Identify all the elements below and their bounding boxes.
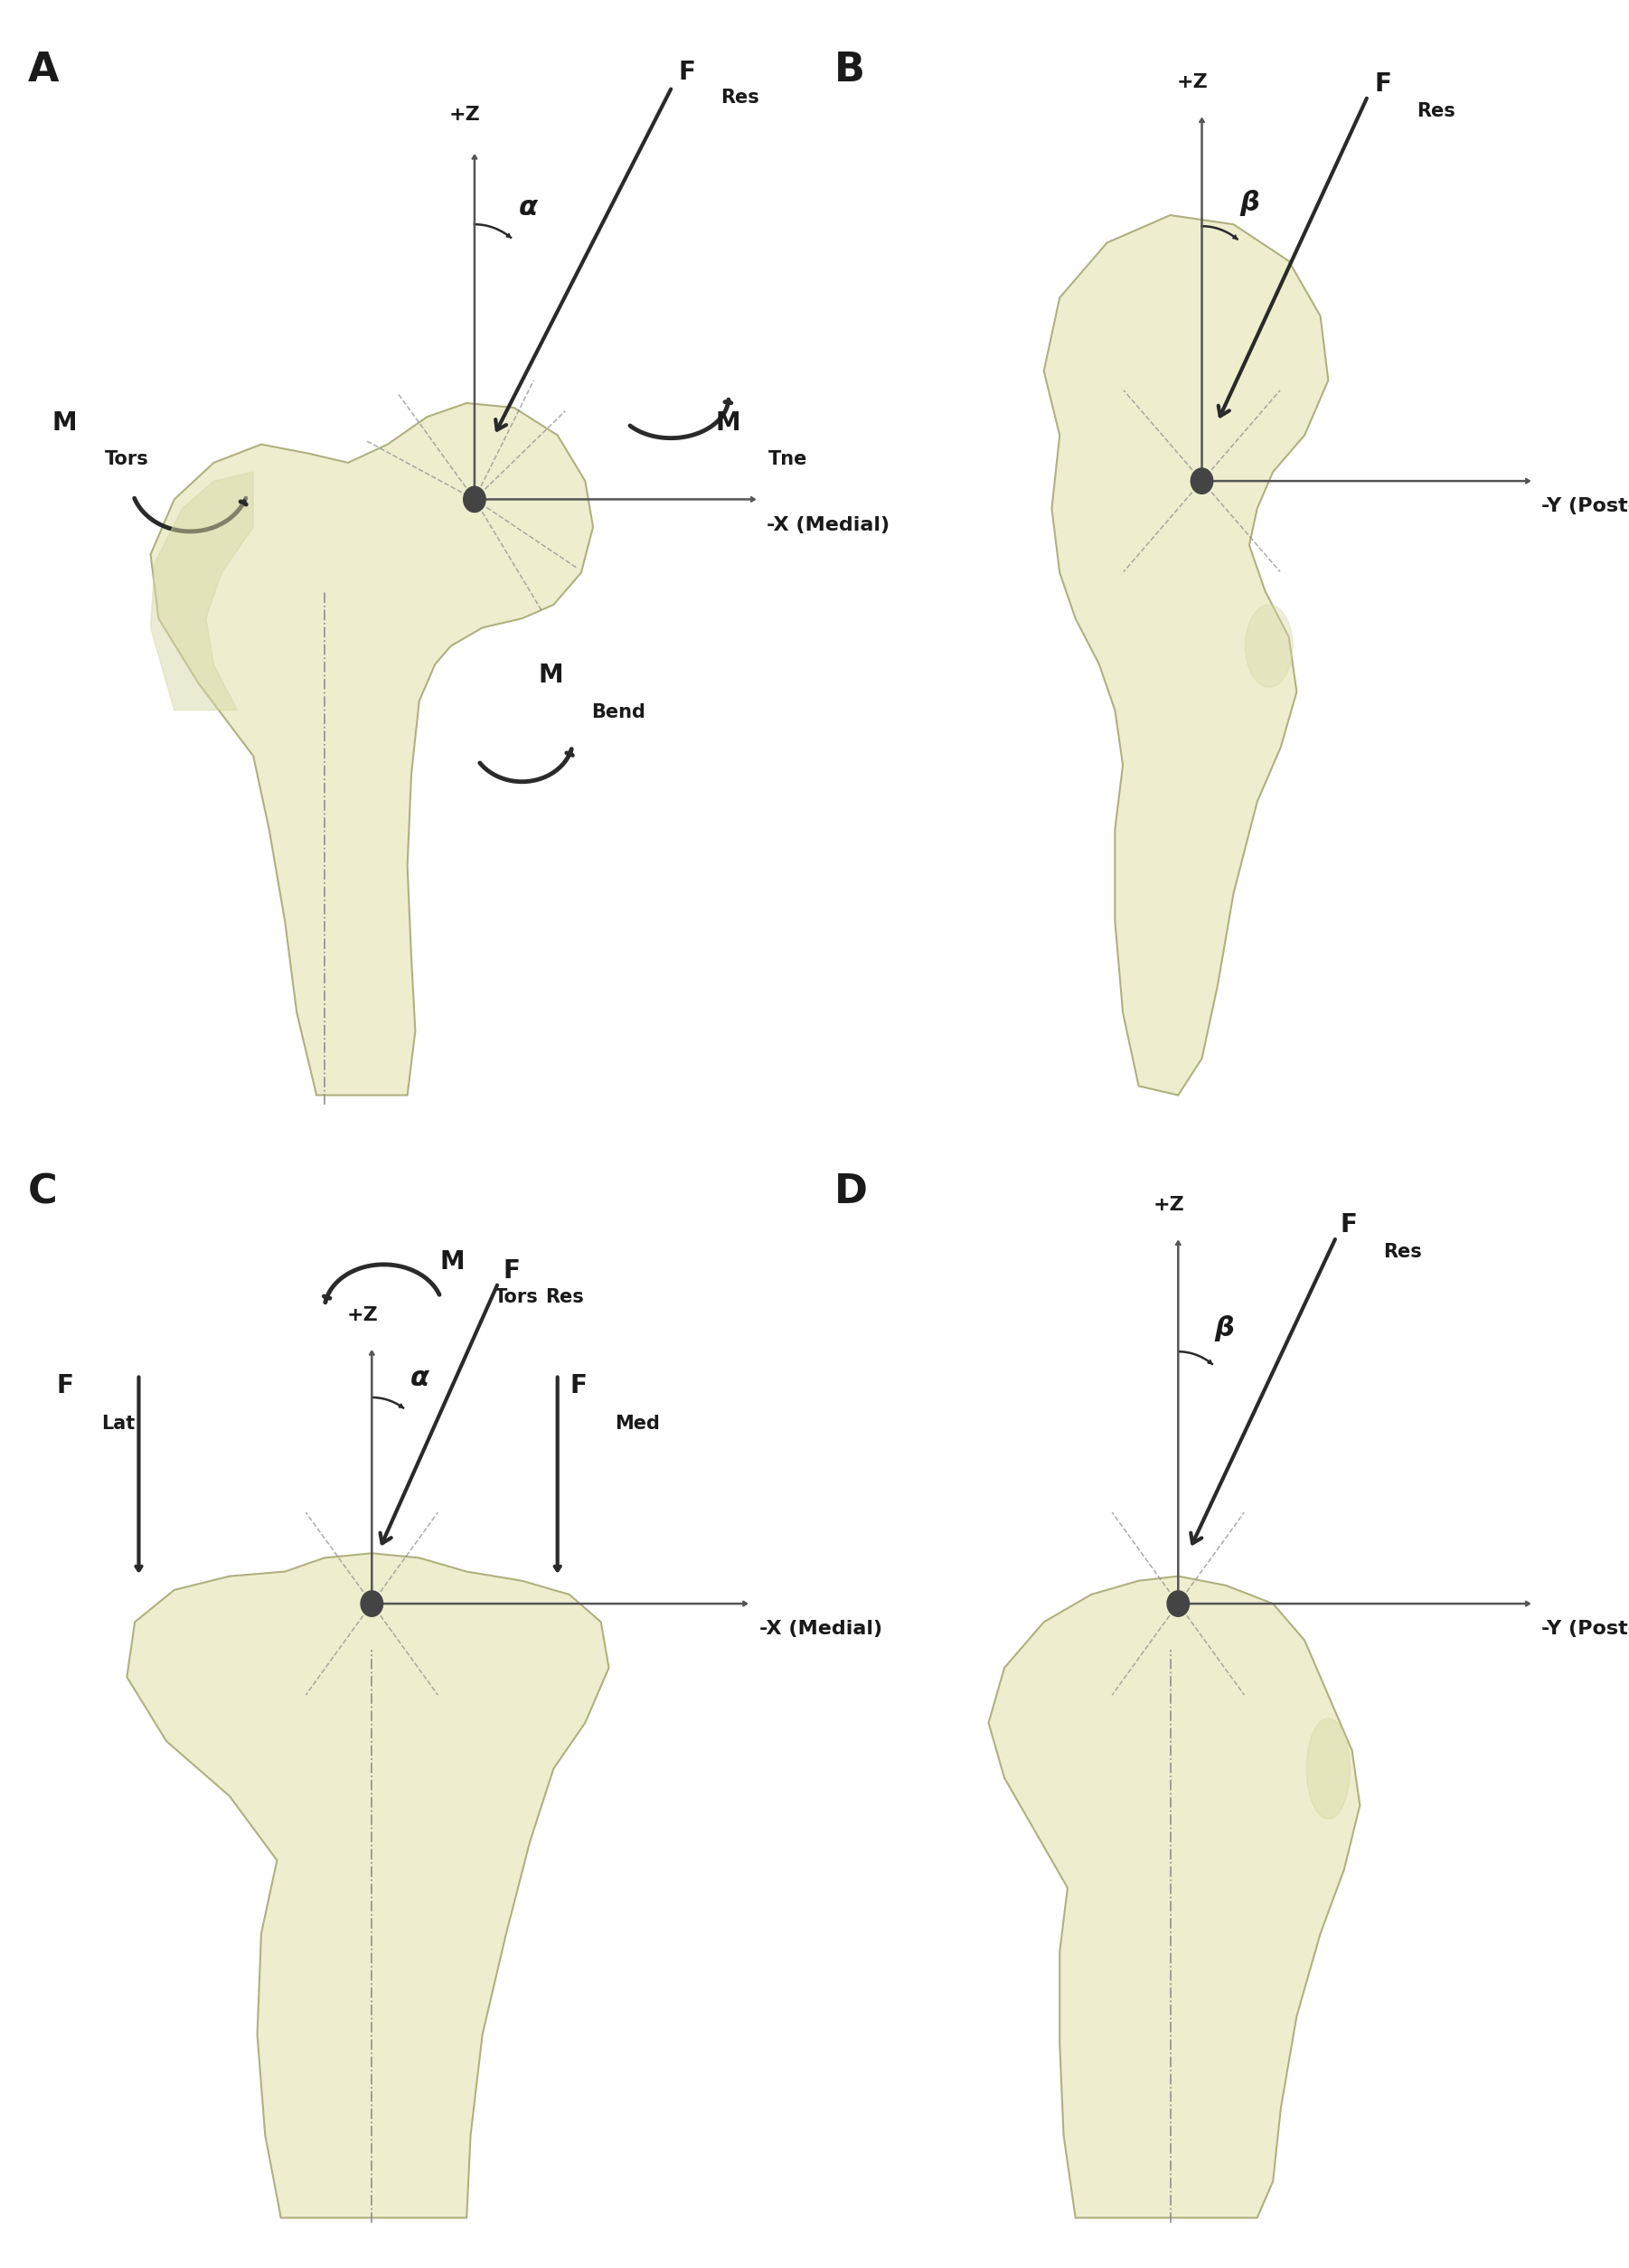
Ellipse shape: [285, 1594, 459, 1631]
Text: $\mathbf{M}$: $\mathbf{M}$: [538, 662, 562, 687]
Circle shape: [464, 488, 485, 513]
Text: $\mathbf{F}$: $\mathbf{F}$: [502, 1259, 520, 1284]
Polygon shape: [989, 1576, 1360, 2218]
Text: $\mathbf{M}$: $\mathbf{M}$: [52, 411, 77, 435]
Circle shape: [1191, 467, 1214, 494]
Polygon shape: [127, 1554, 609, 2218]
Text: $\mathbf{M}$: $\mathbf{M}$: [715, 411, 740, 435]
Text: +Z: +Z: [1153, 1195, 1184, 1213]
Text: Tors: Tors: [104, 449, 148, 467]
Text: $\mathbf{M}$: $\mathbf{M}$: [438, 1250, 463, 1275]
Text: $\mathbf{F}$: $\mathbf{F}$: [1375, 73, 1391, 98]
Text: Tors: Tors: [494, 1288, 538, 1306]
Text: C: C: [28, 1173, 57, 1211]
Ellipse shape: [1306, 1719, 1350, 1819]
Text: Med: Med: [616, 1415, 660, 1433]
Text: +Z: +Z: [450, 104, 481, 122]
Text: Lat: Lat: [101, 1415, 135, 1433]
Polygon shape: [1044, 215, 1328, 1095]
Text: +Z: +Z: [347, 1306, 378, 1325]
Text: $\boldsymbol{\beta}$: $\boldsymbol{\beta}$: [1215, 1313, 1235, 1343]
Text: Res: Res: [722, 88, 759, 107]
Text: $\boldsymbol{\beta}$: $\boldsymbol{\beta}$: [1240, 188, 1261, 218]
Ellipse shape: [1108, 1597, 1249, 1628]
Text: +Z: +Z: [1176, 73, 1209, 91]
Text: $\mathbf{F}$: $\mathbf{F}$: [1341, 1213, 1357, 1238]
Text: Tne: Tne: [769, 449, 808, 467]
Text: B: B: [834, 50, 865, 88]
Text: $\boldsymbol{\alpha}$: $\boldsymbol{\alpha}$: [411, 1365, 430, 1390]
Text: Bend: Bend: [591, 703, 645, 721]
Text: Res: Res: [1383, 1243, 1422, 1261]
Text: $\mathbf{F}$: $\mathbf{F}$: [55, 1372, 73, 1399]
Text: $\mathbf{F}$: $\mathbf{F}$: [570, 1372, 586, 1399]
Text: -Y (Posterior): -Y (Posterior): [1541, 497, 1629, 515]
Text: $\mathbf{F}$: $\mathbf{F}$: [678, 59, 696, 84]
Text: Res: Res: [1417, 102, 1455, 120]
Text: -Y (Posterior): -Y (Posterior): [1541, 1619, 1629, 1637]
Text: $\boldsymbol{\alpha}$: $\boldsymbol{\alpha}$: [518, 195, 539, 220]
Text: -X (Medial): -X (Medial): [759, 1619, 881, 1637]
Ellipse shape: [1245, 606, 1293, 687]
Polygon shape: [150, 404, 593, 1095]
Polygon shape: [150, 472, 254, 710]
Text: D: D: [834, 1173, 868, 1211]
Ellipse shape: [1152, 288, 1220, 342]
Text: A: A: [28, 50, 59, 88]
Circle shape: [1166, 1590, 1189, 1617]
Text: Res: Res: [546, 1288, 585, 1306]
Text: -X (Medial): -X (Medial): [767, 515, 889, 533]
Circle shape: [360, 1590, 383, 1617]
Ellipse shape: [446, 449, 518, 513]
